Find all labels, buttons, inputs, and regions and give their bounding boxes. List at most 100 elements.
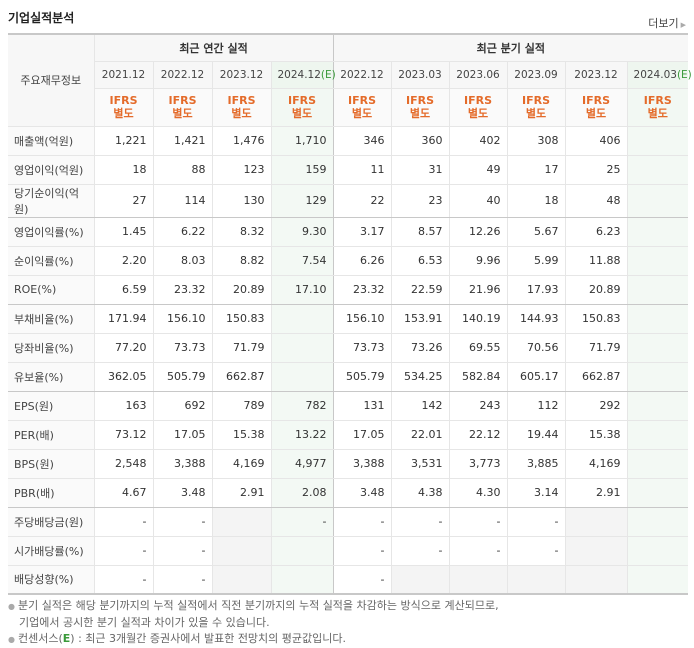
value-cell: 142 bbox=[390, 390, 450, 421]
value-cell: 2.20 bbox=[93, 245, 154, 276]
value-cell: 18 bbox=[93, 154, 154, 185]
value-cell: 12.26 bbox=[448, 216, 508, 247]
period-header: 2022.12 bbox=[332, 60, 392, 89]
value-cell: 73.73 bbox=[152, 332, 213, 363]
value-cell bbox=[626, 154, 689, 185]
value-cell bbox=[626, 535, 689, 566]
value-cell: 782 bbox=[270, 390, 334, 421]
value-cell bbox=[270, 535, 334, 566]
value-cell: - bbox=[448, 506, 508, 537]
footnotes: ● 분기 실적은 해당 분기까지의 누적 실적에서 직전 분기까지의 누적 실적을… bbox=[8, 598, 499, 648]
table-row: EPS(원) 163 692 789 782 131 142 243 112 292 bbox=[8, 390, 689, 421]
period-header: 2023.12 bbox=[211, 60, 272, 89]
row-label: 매출액(억원) bbox=[8, 125, 95, 156]
table-row: PBR(배) 4.67 3.48 2.91 2.08 3.48 4.38 4.30 3.14 2.… bbox=[8, 477, 689, 508]
value-cell: 18 bbox=[506, 183, 566, 218]
value-cell: 6.26 bbox=[332, 245, 392, 276]
value-cell: 789 bbox=[211, 390, 272, 421]
value-cell: 144.93 bbox=[506, 303, 566, 334]
value-cell: 9.30 bbox=[270, 216, 334, 247]
value-cell: 73.73 bbox=[332, 332, 392, 363]
value-cell: 5.67 bbox=[506, 216, 566, 247]
value-cell bbox=[626, 448, 689, 479]
table-row: PER(배) 73.12 17.05 15.38 13.22 17.05 22.01 22.1… bbox=[8, 419, 689, 450]
value-cell: 3,388 bbox=[332, 448, 392, 479]
value-cell: 129 bbox=[270, 183, 334, 218]
value-cell bbox=[626, 274, 689, 305]
value-cell: 292 bbox=[564, 390, 628, 421]
row-label: 유보율(%) bbox=[8, 361, 95, 392]
period-header: 2023.03 bbox=[390, 60, 450, 89]
value-cell: - bbox=[448, 535, 508, 566]
value-cell bbox=[270, 332, 334, 363]
value-cell: 20.89 bbox=[211, 274, 272, 305]
section-title: 기업실적분석 bbox=[8, 11, 75, 25]
value-cell: 605.17 bbox=[506, 361, 566, 392]
footnote-1-cont: 기업에서 공시한 분기 실적과 차이가 있을 수 있습니다. bbox=[19, 616, 270, 629]
value-cell: 31 bbox=[390, 154, 450, 185]
value-cell: 1.45 bbox=[93, 216, 154, 247]
table-row: 배당성향(%) - - - bbox=[8, 564, 689, 595]
value-cell: 692 bbox=[152, 390, 213, 421]
value-cell bbox=[626, 183, 689, 218]
value-cell: 6.22 bbox=[152, 216, 213, 247]
value-cell: 19.44 bbox=[506, 419, 566, 450]
value-cell: 49 bbox=[448, 154, 508, 185]
value-cell: 6.23 bbox=[564, 216, 628, 247]
period-header: 2022.12 bbox=[152, 60, 213, 89]
row-label: 배당성향(%) bbox=[8, 564, 95, 595]
value-cell: - bbox=[332, 506, 392, 537]
value-cell: - bbox=[390, 506, 450, 537]
value-cell: - bbox=[93, 564, 154, 595]
value-cell: 17.05 bbox=[152, 419, 213, 450]
ifrs-standard-label: IFRS 별도 bbox=[93, 87, 154, 127]
row-label: 주당배당금(원) bbox=[8, 506, 95, 537]
value-cell bbox=[626, 390, 689, 421]
period-header: 2021.12 bbox=[93, 60, 154, 89]
value-cell bbox=[626, 419, 689, 450]
value-cell: 20.89 bbox=[564, 274, 628, 305]
value-cell bbox=[626, 125, 689, 156]
value-cell: 360 bbox=[390, 125, 450, 156]
row-label: 영업이익률(%) bbox=[8, 216, 95, 247]
value-cell: 171.94 bbox=[93, 303, 154, 334]
value-cell bbox=[564, 564, 628, 595]
value-cell: 70.56 bbox=[506, 332, 566, 363]
ifrs-standard-label: IFRS 별도 bbox=[152, 87, 213, 127]
value-cell bbox=[211, 535, 272, 566]
value-cell: 17.10 bbox=[270, 274, 334, 305]
row-label: 영업이익(억원) bbox=[8, 154, 95, 185]
value-cell: 9.96 bbox=[448, 245, 508, 276]
value-cell: 69.55 bbox=[448, 332, 508, 363]
value-cell: - bbox=[506, 535, 566, 566]
value-cell bbox=[506, 564, 566, 595]
value-cell: 3.48 bbox=[152, 477, 213, 508]
row-header: 주요재무정보 bbox=[8, 33, 95, 127]
value-cell: 156.10 bbox=[332, 303, 392, 334]
value-cell bbox=[626, 303, 689, 334]
more-link[interactable]: 더보기 ▶ bbox=[648, 15, 686, 31]
table-row: 당기순이익(억원) 27 114 130 129 22 23 40 18 48 bbox=[8, 183, 689, 218]
value-cell bbox=[626, 332, 689, 363]
ifrs-standard-label: IFRS 별도 bbox=[390, 87, 450, 127]
value-cell: 153.91 bbox=[390, 303, 450, 334]
value-cell: 25 bbox=[564, 154, 628, 185]
value-cell bbox=[626, 245, 689, 276]
value-cell bbox=[390, 564, 450, 595]
value-cell bbox=[626, 477, 689, 508]
value-cell: 1,421 bbox=[152, 125, 213, 156]
group-header-quarterly: 최근 분기 실적 bbox=[332, 33, 689, 62]
value-cell: - bbox=[152, 506, 213, 537]
value-cell: 362.05 bbox=[93, 361, 154, 392]
value-cell: 73.12 bbox=[93, 419, 154, 450]
value-cell bbox=[626, 216, 689, 247]
value-cell bbox=[211, 564, 272, 595]
row-label: BPS(원) bbox=[8, 448, 95, 479]
value-cell bbox=[626, 564, 689, 595]
bullet-icon: ● bbox=[8, 635, 15, 644]
value-cell: 3.17 bbox=[332, 216, 392, 247]
value-cell: 27 bbox=[93, 183, 154, 218]
period-header: 2024.12(E) bbox=[270, 60, 336, 89]
value-cell: 7.54 bbox=[270, 245, 334, 276]
value-cell: 4,977 bbox=[270, 448, 334, 479]
